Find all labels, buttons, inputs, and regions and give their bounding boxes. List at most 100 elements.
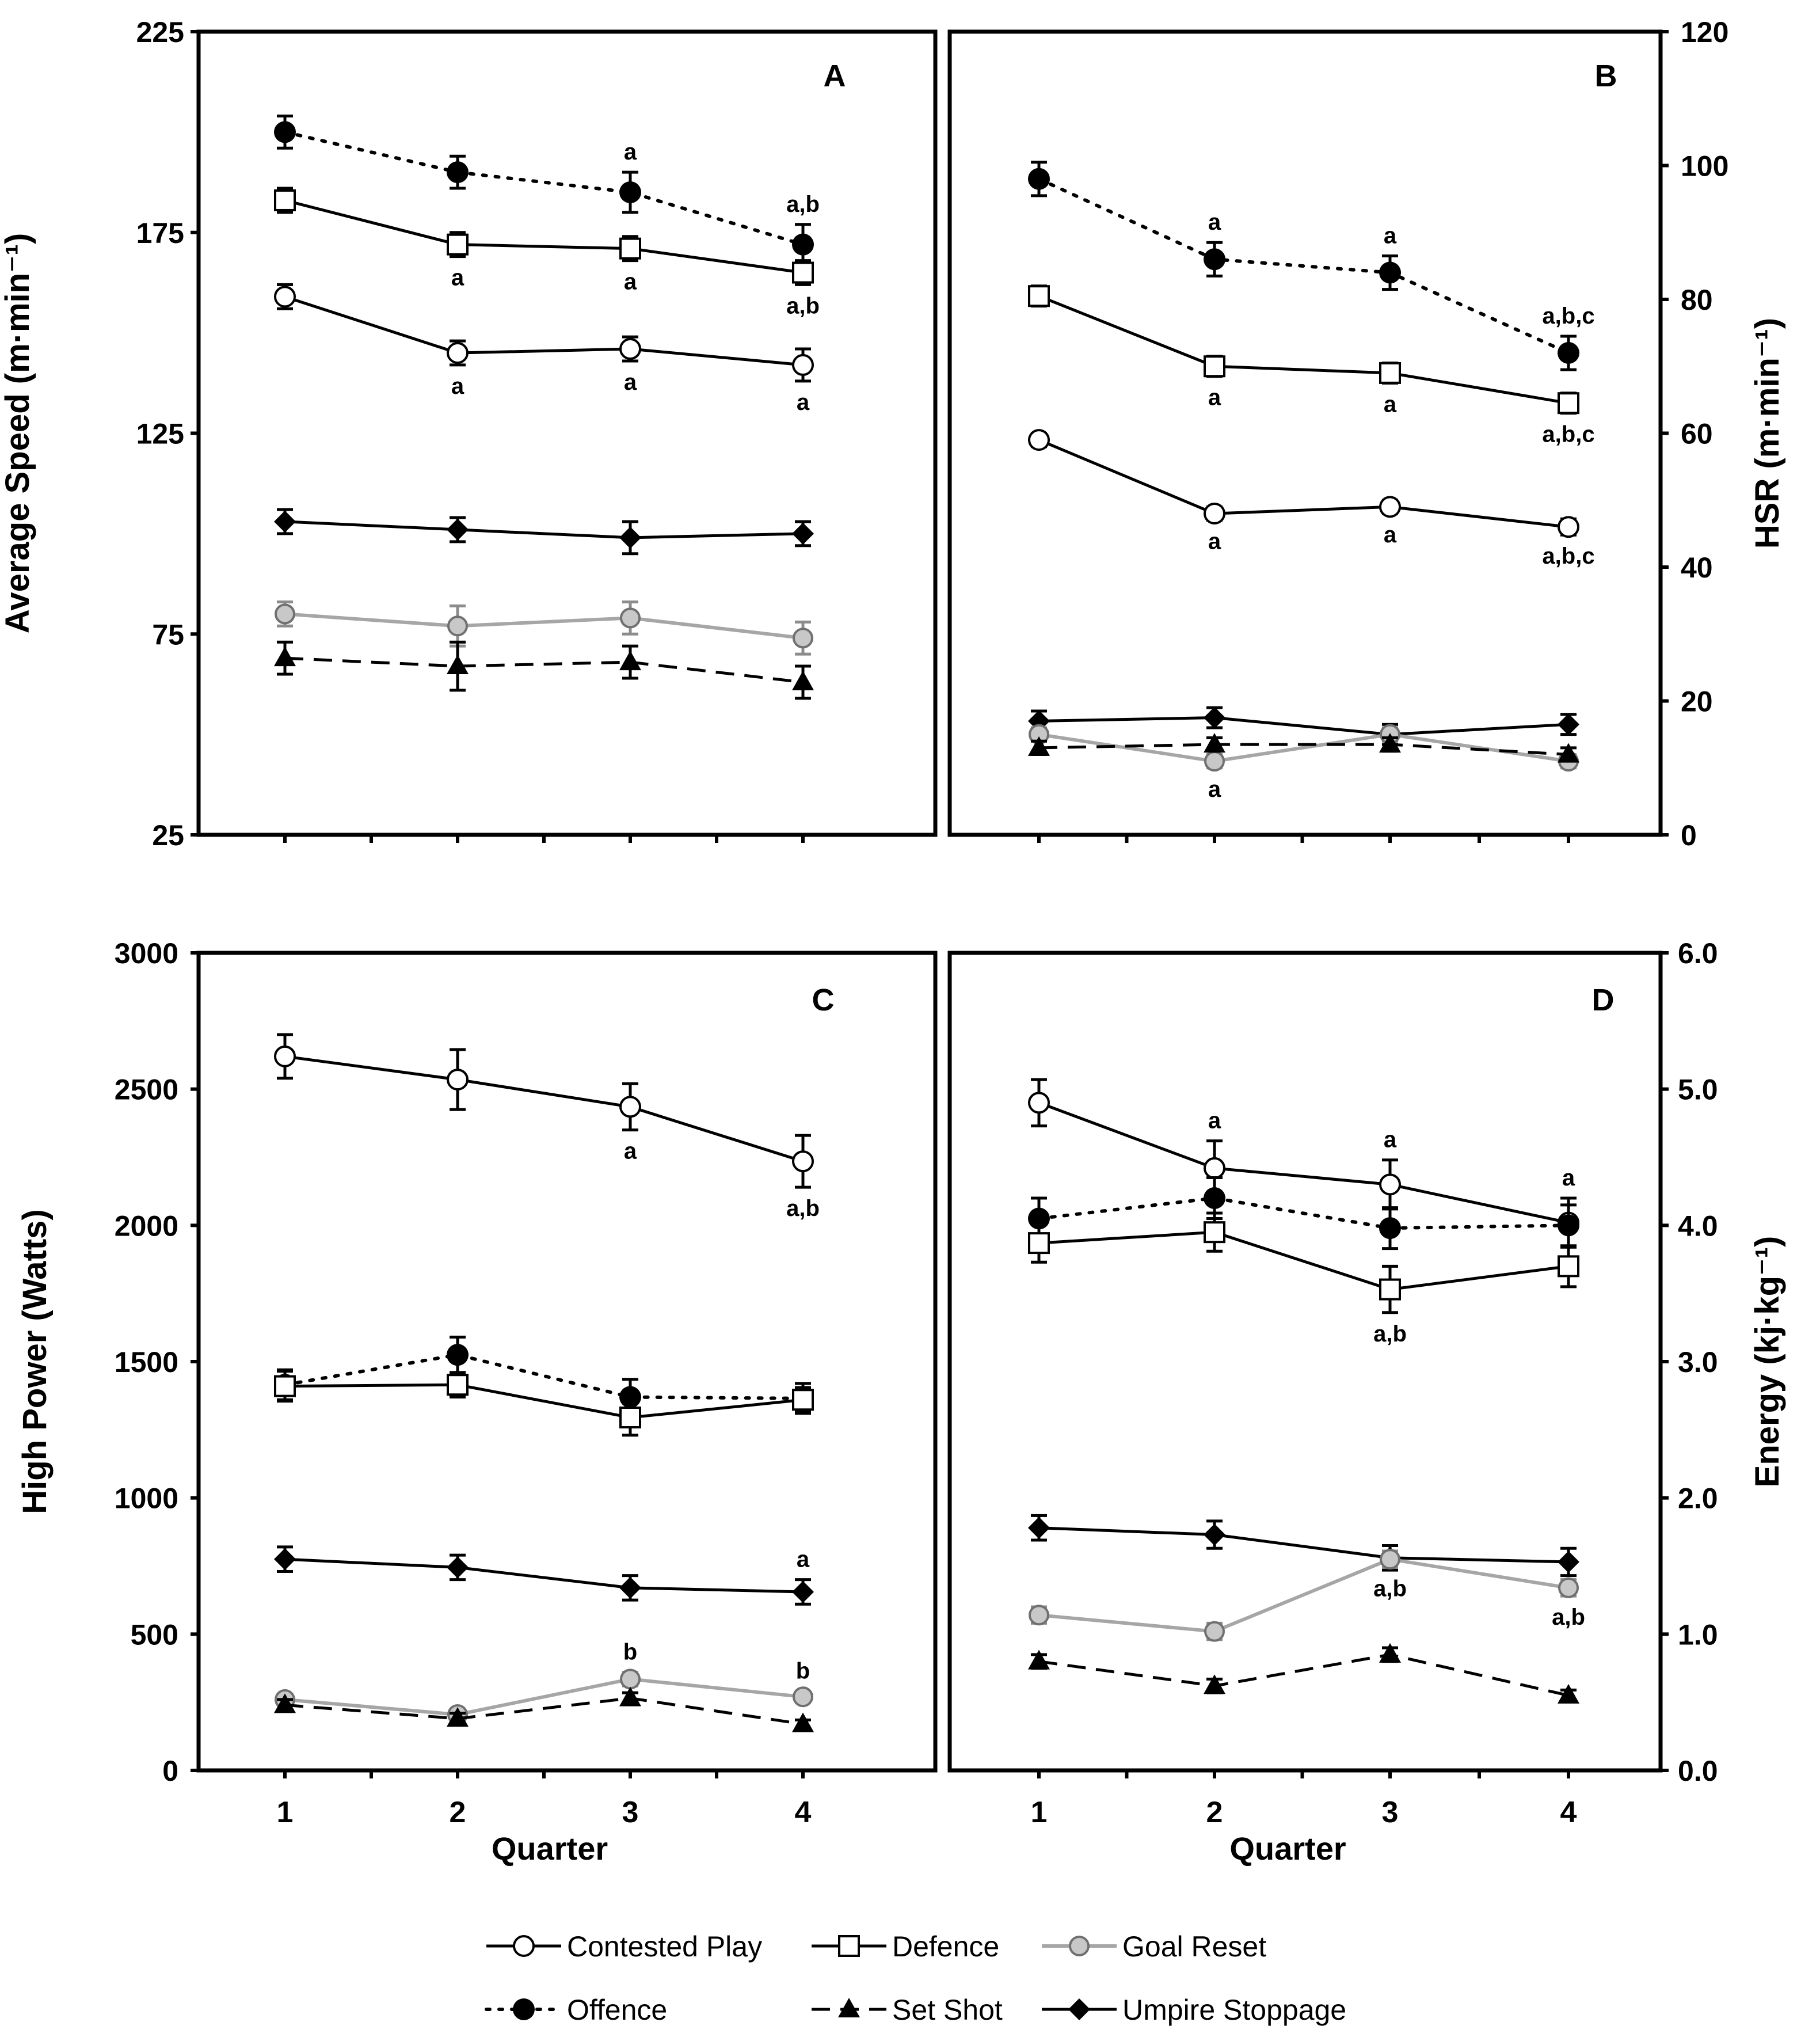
panel-b-series-defence-point-3-marker [1379,362,1401,384]
panel-d-series-offence-point-3-marker [1379,1217,1401,1240]
panel-d-series-set-shot-point-2-marker [1204,1674,1225,1694]
panel-c-series-goal-reset-line [284,1677,804,1716]
panel-d-series-umpire-stoppage [1028,1514,1579,1578]
panel-a-series-umpire-stoppage-point-3-marker [619,526,641,549]
panel-a-series-offence-point-3-marker [619,181,641,203]
legend-item-set-shot-label: Set Shot [892,1994,1003,2026]
panel-c-series-set-shot-point-1-marker [274,1693,296,1713]
panel-c-series-contested-play-annotation: a [624,1139,637,1164]
legend-item-offence-label: Offence [567,1994,667,2026]
panel-a-series-set-shot-point-1-marker [274,647,296,667]
panel-a-series-goal-reset-point-1-marker [275,603,295,625]
panel-a-series-umpire-stoppage [274,508,814,556]
panel-b-series-goal-reset-annotation: a [1208,777,1221,802]
panel-b-series-defence-annotation: a,b,c [1542,422,1594,447]
panel-a-series-goal-reset [275,600,813,656]
panel-b-series-defence-annotation: a [1208,385,1221,411]
panel-a-ytick-label: 175 [136,217,184,249]
panel-c-series-defence-point-1-marker [274,1375,296,1397]
panel-c: 0 500 1000 1500 2000 2500 3000 1 2 3 4 Quarter High … [16,937,938,1867]
panel-b-series-defence-point-1-marker [1028,285,1050,307]
panel-c-xtick-label: 3 [622,1796,639,1829]
panel-b-series-umpire-stoppage-line [1038,716,1569,736]
panel-a-series-umpire-stoppage-point-4-marker [792,522,814,545]
panel-d-series-defence-point-3-marker [1379,1278,1401,1301]
panel-d-series-goal-reset-point-2-marker [1204,1621,1225,1642]
legend-item-contested-play-label: Contested Play [567,1930,762,1963]
panel-a-series-goal-reset-point-4-marker [793,628,813,649]
panel-c-ytick-label: 0 [162,1755,178,1787]
panel-d-series-contested-play-line [1038,1101,1569,1225]
panel-b-series-goal-reset-point-2-marker [1204,751,1225,772]
panel-b-series-offence-point-3-marker [1379,261,1401,284]
panel-d-series-defence-point-4-marker [1558,1255,1579,1278]
panel-c-xtick-label: 2 [450,1796,466,1829]
panel-b-series-contested-play: a a a,b,c [1028,429,1595,569]
panel-c-xtick-label: 4 [795,1796,812,1829]
legend-item-defence: Defence [812,1930,999,1963]
panel-a-series-umpire-stoppage-line [284,520,804,539]
panel-b-series-contested-play-point-4-marker [1558,516,1579,538]
panel-c-series-contested-play-annotation: a,b [786,1196,820,1221]
panel-c-frame [196,951,938,1773]
panel-a-series-umpire-stoppage-point-2-marker [447,518,469,541]
legend-item-umpire-stoppage: Umpire Stoppage [1042,1994,1346,2026]
panel-d-series-goal-reset-point-4-marker [1558,1577,1579,1598]
panel-a-series-contested-play-annotation: a [624,370,637,395]
panel-c-series-contested-play-point-2-marker [447,1069,469,1091]
panel-d-series-defence-annotation: a,b [1373,1321,1407,1347]
panel-c-series-umpire-stoppage: a [274,1545,814,1606]
panel-b-series-set-shot [1028,733,1579,763]
panel-c-series-defence-line [284,1383,804,1419]
panel-d-ytick-label: 1.0 [1678,1618,1718,1651]
panel-a-series-goal-reset-line [284,612,804,640]
panel-a-series-defence-point-2-marker [447,233,469,256]
panel-d-series-contested-play-point-2-marker [1204,1157,1225,1179]
panel-a-series-set-shot [274,640,814,700]
panel-a-series-set-shot-line [284,656,804,684]
panel-a-series-defence-line [284,199,804,274]
panel-d-series-goal-reset: a,b a,b [1029,1549,1585,1642]
panel-a-ytick-label: 25 [152,819,184,852]
panel-a-series-contested-play-point-4-marker [792,354,814,376]
panel-c-series-contested-play-point-3-marker [619,1096,641,1118]
panel-b-ytick-label: 100 [1681,150,1728,183]
panel-c-ytick-label: 2000 [115,1210,178,1242]
panel-d-series-umpire-stoppage-line [1038,1526,1569,1564]
panel-b-ytick-label: 0 [1681,819,1697,852]
panel-b-series-defence-line [1038,294,1569,405]
panel-a: 25 75 125 175 225 Average Speed (m·min⁻¹) Aa a,… [0,16,938,852]
panel-c-series-contested-play-point-4-marker [792,1150,814,1173]
legend-item-contested-play-marker [513,1935,535,1957]
panel-b-series-umpire-stoppage [1028,706,1579,746]
panel-c-series-offence-point-2-marker [447,1344,469,1366]
panel-c-series-umpire-stoppage-point-1-marker [274,1548,296,1571]
panel-b-series-offence-point-4-marker [1558,342,1579,364]
panel-c-series-umpire-stoppage-annotation: a [797,1547,810,1572]
panel-a-series-defence-point-3-marker [619,237,641,260]
panel-d-ytick-label: 4.0 [1678,1210,1718,1242]
panel-d-series-offence-point-2-marker [1204,1187,1225,1209]
panel-d-series-umpire-stoppage-point-2-marker [1204,1523,1225,1546]
panel-c-series-umpire-stoppage-point-2-marker [447,1556,469,1579]
panel-d-series-defence-point-2-marker [1204,1221,1225,1244]
panel-b: 0 20 40 60 80 100 120 HSR (m·min⁻¹) Ba a a,b,c a a a,… [947,16,1786,852]
legend-item-set-shot-marker [838,1998,860,2017]
panel-b-series-contested-play-annotation: a [1384,522,1397,548]
panel-c-series-offence-point-3-marker [619,1386,641,1408]
legend-item-contested-play: Contested Play [486,1930,762,1963]
panel-c-ytick-label: 3000 [115,937,178,970]
panel-a-series-contested-play-annotation: a [797,390,810,415]
panel-b-series-defence-point-4-marker [1558,392,1579,415]
panel-b-ytick-label: 60 [1681,418,1713,450]
panel-b-series-contested-play-point-2-marker [1204,503,1225,524]
legend-item-offence-marker [513,1998,535,2020]
panel-d-series-goal-reset-annotation: a,b [1552,1605,1585,1630]
panel-c-series-contested-play-line [284,1055,804,1163]
legend: Contested Play Defence Goal Reset Offence Se… [485,1930,1346,2026]
legend-item-defence-label: Defence [892,1930,999,1963]
panel-b-series-offence: a a a,b,c [1028,161,1595,371]
panel-a-series-set-shot-point-4-marker [792,670,814,690]
panel-b-series-umpire-stoppage-point-4-marker [1558,713,1579,736]
panel-d-xtick-label: 4 [1560,1796,1577,1829]
